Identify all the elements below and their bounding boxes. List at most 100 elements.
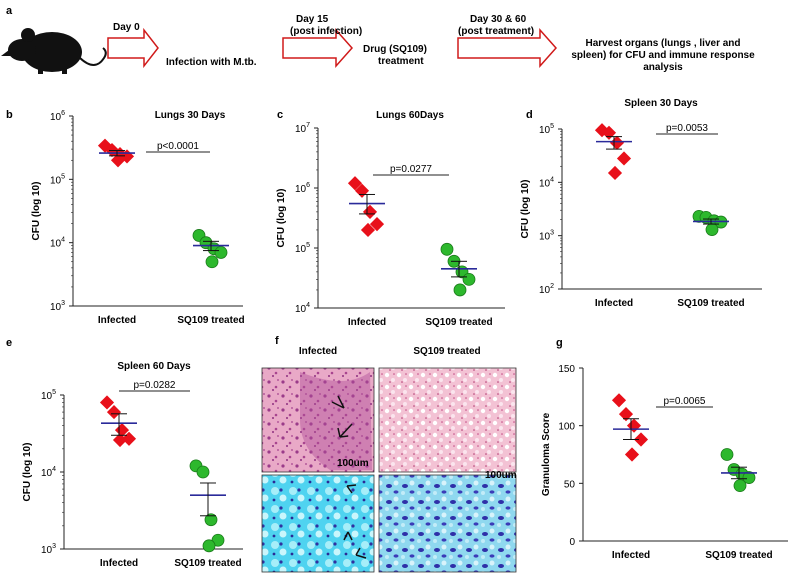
x-category-label: Infected [100,558,138,569]
y-tick-label: 100 [558,422,575,433]
x-category-label: SQ109 treated [425,317,492,328]
data-point-infected [112,432,128,448]
y-tick-label: 103 [539,230,554,243]
x-category-label: SQ109 treated [177,315,244,326]
data-point-treated [742,471,756,484]
step-infection: Infection with M.tb. [166,57,257,68]
he-infected-image [261,367,375,473]
y-tick-label: 106 [295,182,310,195]
step-drug: Drug (SQ109) [363,44,427,55]
y-tick-label: 106 [50,110,65,123]
y-tick-label: 104 [50,237,65,250]
panel-label: e [6,337,12,349]
data-point-treated [196,465,210,479]
step-treatment: treatment [378,56,424,67]
step-day15: Day 15 [296,14,329,25]
panel-label-a: a [6,5,13,17]
afb-infected-image [261,474,375,573]
y-tick-label: 103 [50,300,65,313]
chart-spleen-30-days: d Spleen 30 Days 102 103 104 105 CFU (log 10) I… [520,98,762,309]
data-point-treated [705,223,719,236]
data-point-treated [462,272,476,286]
data-point-infected [626,418,642,433]
step-harvest-1: Harvest organs (lungs , liver and [585,38,740,49]
scale-bar-1: 100um [337,458,369,469]
x-category-label: SQ109 treated [677,298,744,309]
p-value-label: p=0.0053 [666,123,708,134]
p-value-label: p=0.0277 [390,164,432,175]
y-tick-label: 150 [558,364,575,375]
x-category-label: Infected [595,298,633,309]
flow-arrow-2 [282,28,354,68]
step-harvest-2: spleen) for CFU and immune response [571,50,755,61]
data-point-infected [114,423,130,438]
panel-label: d [526,109,533,121]
data-point-infected [609,135,625,150]
data-point-infected [624,447,640,462]
y-tick-label: 104 [539,176,554,189]
he-treated-image [378,367,517,473]
x-category-label: SQ109 treated [705,550,772,561]
panel-label: g [556,337,563,349]
data-point-treated [205,255,219,269]
x-category-label: Infected [98,315,136,326]
step-post-infection: (post infection) [290,26,362,37]
arrow-icon [331,395,345,409]
data-point-treated [720,448,734,461]
chart-lungs-30-days: b Lungs 30 Days 103 104 105 106 CFU (log 10) In… [6,109,245,326]
y-axis-label: CFU (log 10) [520,180,531,239]
y-axis-label: CFU (log 10) [22,443,33,502]
data-point-infected [369,217,385,232]
chart-title: Spleen 30 Days [624,98,698,109]
y-axis-label: CFU (log 10) [31,182,42,241]
flow-arrow-1 [107,27,159,69]
p-value-label: p=0.0065 [664,396,706,407]
data-point-infected [611,393,627,408]
y-tick-label: 104 [41,466,56,479]
data-point-infected [360,222,376,238]
y-tick-label: 105 [295,242,310,255]
data-point-treated [214,246,228,259]
p-value-label: p<0.0001 [157,141,199,152]
data-point-infected [607,165,623,181]
arrow-icon [355,547,367,559]
data-point-infected [106,405,122,420]
y-tick-label: 105 [539,123,554,136]
panel-label: b [6,109,13,121]
y-tick-label: 104 [295,302,310,315]
histology-col-treated: SQ109 treated [413,346,480,357]
y-axis-label: CFU (log 10) [276,189,287,248]
arrow-icon [346,484,357,494]
arrow-icon [337,423,353,438]
chart-title: Lungs 60Days [376,110,444,121]
histology-panel: f Infected SQ109 treated 100um 100um [261,335,517,573]
y-tick-label: 105 [50,173,65,186]
y-axis-label: Granuloma Score [541,412,552,496]
data-point-infected [99,395,115,410]
panel-label: c [277,109,283,121]
y-tick-label: 105 [41,389,56,402]
x-category-label: SQ109 treated [174,558,241,569]
data-point-infected [633,432,649,447]
p-value-label: p=0.0282 [134,380,176,391]
data-point-infected [616,151,632,166]
chart-title: Spleen 60 Days [117,361,191,372]
granuloma-region [300,372,372,470]
workflow-panel: a Day 0 Infection with M.tb. Day 15 (pos… [1,5,755,74]
x-category-label: Infected [348,317,386,328]
data-point-treated [733,479,747,493]
afb-treated-image [378,474,517,573]
chart-spleen-60-days: e Spleen 60 Days 103 104 105 CFU (log 10) Infe… [6,337,243,569]
data-point-infected [347,176,363,191]
step-post-treatment: (post treatment) [458,26,534,37]
mouse-icon [1,28,107,74]
data-point-treated [440,242,454,256]
chart-lungs-60-days: c Lungs 60Days 104 105 106 107 CFU (log 10) Inf… [276,109,505,328]
scale-bar-2: 100um [485,470,517,481]
histology-col-infected: Infected [299,346,337,357]
data-point-infected [618,407,634,422]
chart-title: Lungs 30 Days [155,110,226,121]
flow-arrow-3 [457,28,558,68]
data-point-treated [204,513,218,527]
